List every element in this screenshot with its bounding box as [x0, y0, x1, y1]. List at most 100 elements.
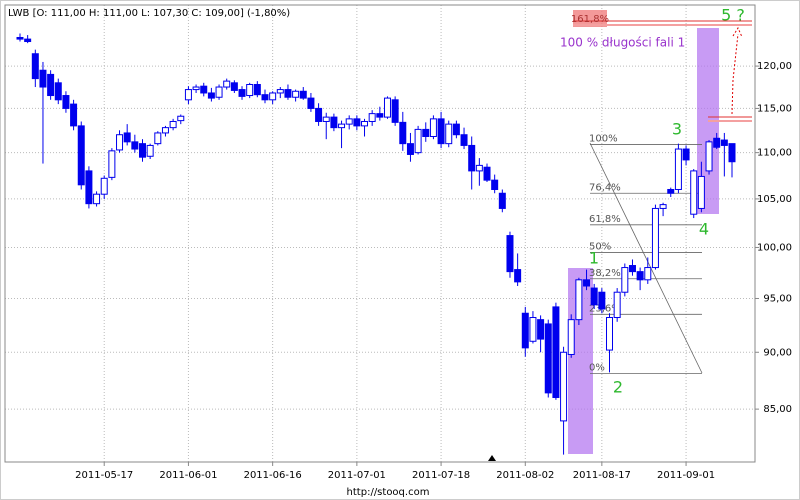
candle-body: [383, 97, 391, 118]
candle-body: [161, 127, 169, 134]
y-tick-label: 95,00: [763, 293, 792, 304]
wave-label: 2: [613, 378, 623, 397]
candle-body: [322, 116, 330, 122]
candle-body: [659, 204, 667, 209]
fib-label: 0%: [589, 362, 605, 373]
candle-body: [292, 90, 300, 98]
fib-diagonal: [589, 142, 703, 374]
candle-body: [544, 323, 552, 394]
candle-body: [575, 279, 583, 321]
candle-body: [368, 113, 376, 122]
x-tick-label: 2011-07-18: [412, 470, 470, 481]
candle-body: [529, 317, 537, 342]
candle-body: [315, 107, 323, 122]
candle-body: [690, 170, 698, 215]
candle-body: [567, 319, 575, 355]
wave-label: 3: [672, 120, 682, 139]
y-tick-label: 110,00: [757, 148, 792, 159]
y-tick-label: 105,00: [757, 194, 792, 205]
candle-body: [583, 279, 591, 287]
fib-label: 50%: [589, 241, 611, 252]
source: http://stooq.com: [347, 487, 430, 498]
candle-body: [713, 137, 721, 148]
candle-body: [47, 73, 55, 97]
candle-body: [177, 115, 185, 122]
fib-label: 76,4%: [589, 182, 621, 193]
candle-body: [24, 38, 32, 43]
candle-body: [215, 86, 223, 98]
candle-body: [284, 89, 292, 98]
x-tick-label: 2011-06-01: [159, 470, 217, 481]
candle-body: [674, 148, 682, 190]
wave-label: 4: [699, 220, 709, 239]
candle-body: [552, 306, 560, 398]
arrow: [731, 33, 739, 115]
candle-body: [406, 143, 414, 155]
candle-body: [200, 85, 208, 94]
candle-body: [483, 166, 491, 181]
candle-body: [138, 143, 146, 158]
candle-body: [613, 291, 621, 319]
y-tick-label: 115,00: [757, 103, 792, 114]
candle-body: [651, 207, 659, 269]
y-tick-label: 120,00: [757, 61, 792, 72]
wave-label: 1: [589, 249, 599, 268]
x-tick-label: 2011-08-17: [573, 470, 631, 481]
candle-body: [644, 267, 652, 281]
candle-body: [253, 83, 261, 96]
candle-body: [636, 271, 644, 281]
fib-label: 38,2%: [589, 268, 621, 279]
candle-body: [169, 120, 177, 129]
candle-body: [537, 319, 545, 340]
candle-body: [376, 113, 384, 118]
candle-body: [31, 53, 39, 80]
candle-body: [70, 103, 78, 127]
candle-body: [452, 123, 460, 136]
header: LWB [O: 111,00 H: 111,00 L: 107,30 C: 10…: [8, 8, 290, 19]
plot-border: [4, 4, 756, 463]
candle-body: [269, 92, 277, 101]
candle-body: [521, 312, 529, 349]
fib-label: 61,8%: [589, 214, 621, 225]
x-tick-label: 2011-05-17: [75, 470, 133, 481]
candle-body: [77, 125, 85, 186]
y-tick-label: 90,00: [763, 347, 792, 358]
candle-body: [330, 116, 338, 129]
candle-body: [606, 317, 614, 351]
candle-body: [238, 89, 246, 97]
candle-body: [230, 82, 238, 91]
candle-body: [299, 90, 307, 99]
candle-body: [100, 177, 108, 195]
candle-body: [460, 134, 468, 146]
candle-body: [207, 92, 215, 99]
note: 100 % długości fali 1: [560, 36, 685, 50]
x-tick-label: 2011-07-01: [328, 470, 386, 481]
candle-body: [728, 143, 736, 163]
candle-body: [628, 265, 636, 273]
candle-body: [514, 269, 522, 283]
candle-body: [391, 99, 399, 123]
candle-body: [146, 144, 154, 157]
marker: [488, 455, 496, 461]
candle-body: [345, 118, 353, 125]
candle-body: [429, 118, 437, 137]
candle-body: [506, 235, 514, 273]
candle-body: [184, 89, 192, 101]
candle-body: [697, 175, 705, 209]
candle-body: [261, 94, 269, 101]
candle-body: [16, 36, 24, 40]
candles: [16, 33, 736, 455]
candle-body: [361, 120, 369, 127]
candle-body: [353, 118, 361, 127]
candle-body: [54, 82, 62, 101]
candle-body: [498, 192, 506, 209]
candle-body: [705, 141, 713, 172]
fib-label: 100%: [589, 134, 618, 145]
candle-body: [223, 80, 231, 88]
candle-body: [154, 132, 162, 145]
x-tick-label: 2011-09-01: [657, 470, 715, 481]
candle-body: [422, 128, 430, 137]
candle-body: [131, 141, 139, 150]
candle-body: [491, 179, 499, 190]
